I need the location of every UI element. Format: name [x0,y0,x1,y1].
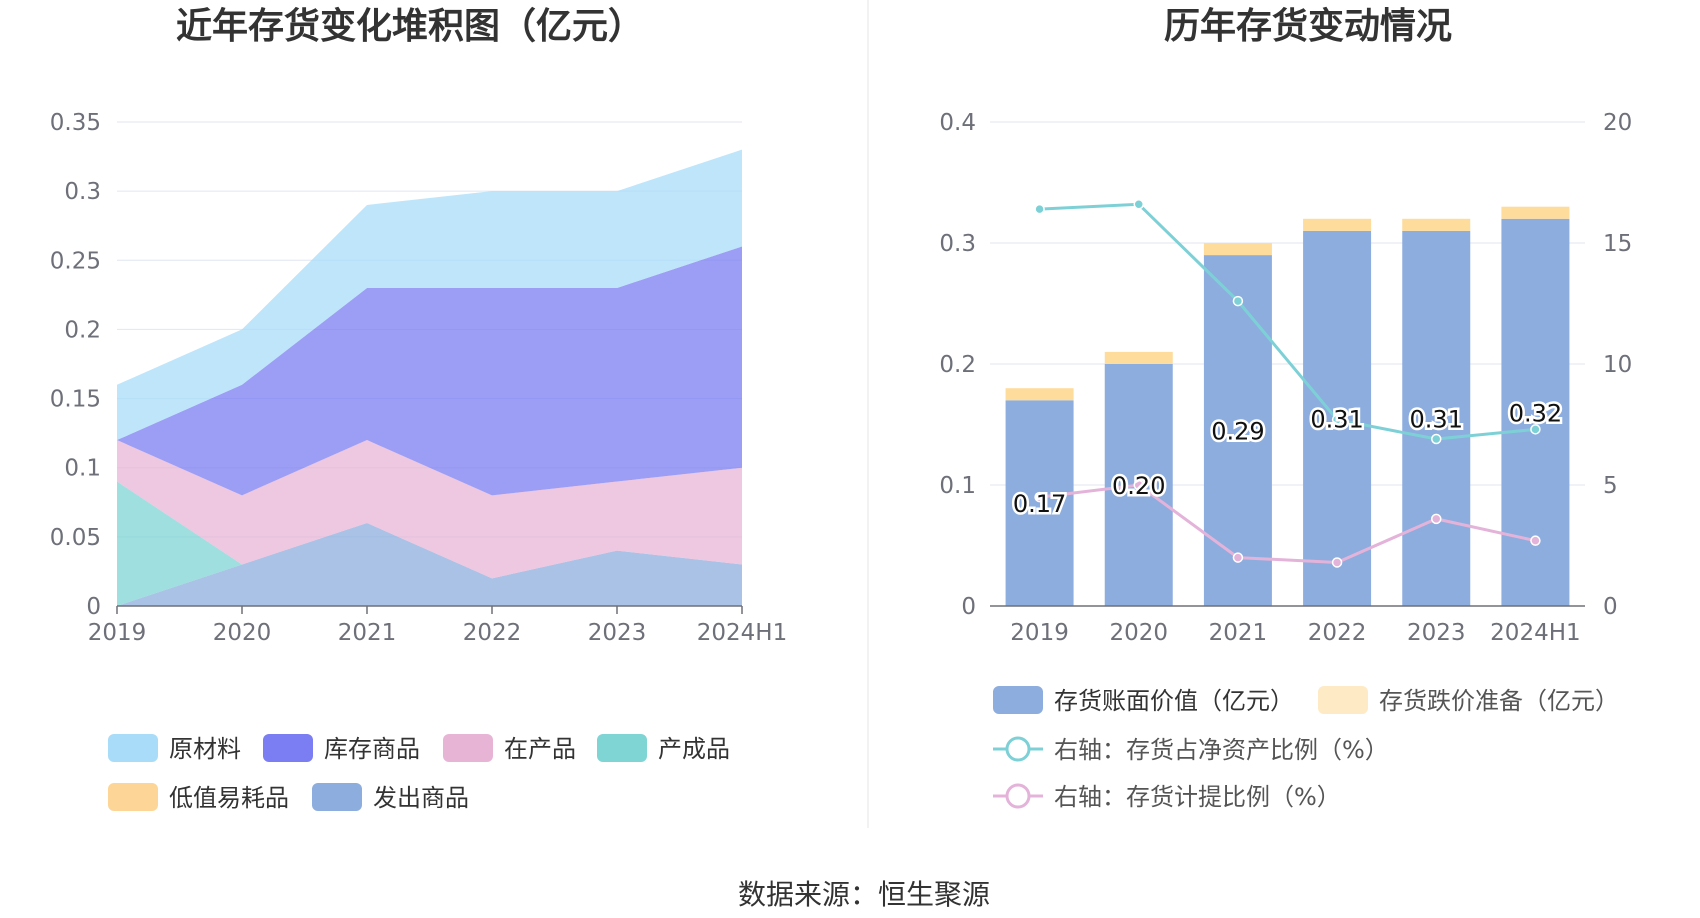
bar-book-value [1402,230,1471,606]
right-x-tick-label: 2021 [1209,620,1268,646]
left-y-tick-label: 0.2 [64,317,101,343]
point-provision-ratio [1331,557,1343,568]
legend-label-库存商品: 库存商品 [324,735,420,763]
point-net-asset-ratio [1232,295,1244,307]
point-net-asset-ratio [1034,203,1045,215]
legend-swatch-原材料 [108,734,158,762]
left-chart-title: 近年存货变化堆积图（亿元） [176,5,644,47]
right-legend: 存货账面价值（亿元） 存货跌价准备（亿元） 右轴：存货占净资产比例（%） 右轴：存货计… [993,686,1619,811]
left-area-series [117,149,742,606]
right-y-tick-label: 0.4 [939,110,976,136]
bar-impairment [1501,206,1570,219]
right-bar-series [1005,206,1570,607]
left-y-tick-label: 0.35 [50,110,101,136]
bar-impairment [1005,388,1074,401]
line-provision-ratio [1039,483,1536,564]
left-x-tick-label: 2023 [588,620,647,646]
legend-label-book-value: 存货账面价值（亿元） [1054,687,1294,715]
point-provision-ratio [1431,513,1442,525]
legend-label-发出商品: 发出商品 [373,784,469,812]
legend-label-provision-ratio: 右轴：存货计提比例（%） [1054,783,1341,811]
right-y2-tick-label: 20 [1603,110,1632,136]
point-net-asset-ratio [1331,414,1343,425]
right-axes: 0 0.1 0.2 0.3 0.4 0 5 10 15 20 2019 2020 2021 2022 202… [939,110,1632,646]
point-net-asset-ratio [1431,433,1442,445]
right-gridlines [990,121,1585,486]
data-source: 数据来源：恒生聚源 [738,878,990,911]
right-y-tick-label: 0.3 [939,231,976,257]
right-x-tick-label: 2019 [1010,620,1069,646]
point-net-asset-ratio [1133,199,1144,210]
bar-line-chart: 历年存货变动情况 0.170.200.29 0.31 0.31 0.32 00.10.… [939,5,1632,811]
right-line-series [1034,199,1541,568]
area-在产品 [117,440,742,579]
right-x-tick-label: 2020 [1109,620,1168,646]
bar-value-label: 0.32 [1509,399,1562,427]
left-y-tick-label: 0.15 [50,387,101,413]
bar-value-label: 0.17 [1013,490,1066,518]
bar-value-label: 0.31 [1410,405,1463,433]
legend-swatch-产成品 [597,734,647,762]
legend-label-原材料: 原材料 [169,735,241,763]
point-provision-ratio [1034,491,1045,503]
legend-label-net-asset-ratio: 右轴：存货占净资产比例（%） [1054,736,1389,764]
stacked-area-chart: 近年存货变化堆积图（亿元） 0 0.05 0.1 0.15 0.2 0.25 0.3 0.35… [50,5,787,812]
legend-swatch-book-value [993,686,1043,714]
point-provision-ratio [1133,479,1144,491]
legend-label-impairment: 存货跌价准备（亿元） [1379,687,1619,715]
right-y2-tick-label: 5 [1603,473,1618,499]
right-chart-title: 历年存货变动情况 [1164,5,1452,47]
area-原材料 [117,149,742,441]
left-y-tick-label: 0.25 [50,248,101,274]
right-y2-tick-label: 0 [1603,594,1618,620]
right-y-tick-label: 0.2 [939,352,976,378]
bar-impairment [1402,218,1471,231]
legend-swatch-低值易耗品 [108,783,158,811]
legend-marker [1005,736,1031,762]
bar-impairment [1104,351,1173,364]
area-库存商品 [117,246,742,496]
point-provision-ratio [1530,535,1541,546]
legend-label-在产品: 在产品 [504,735,576,763]
right-y-tick-label: 0.1 [939,473,976,499]
left-y-tick-label: 0 [86,594,101,620]
left-y-tick-label: 0.05 [50,525,101,551]
line-net-asset-ratio [1039,202,1536,441]
right-x-tick-label: 2022 [1308,620,1367,646]
legend-label-低值易耗品: 低值易耗品 [169,784,289,812]
bar-value-label: 0.31 [1310,405,1363,433]
right-y-tick-label: 0 [961,594,976,620]
point-net-asset-ratio [1530,424,1541,435]
area-发出商品 [117,523,742,606]
left-x-tick-label: 2022 [463,620,522,646]
left-x-tick-label: 2019 [88,620,147,646]
bar-impairment [1203,243,1272,256]
legend-swatch-发出商品 [312,783,362,811]
bar-book-value [1203,255,1272,606]
legend-swatch-库存商品 [263,734,313,762]
bar-value-label: 0.20 [1112,472,1165,500]
legend-swatch-在产品 [443,734,493,762]
left-x-tick-label: 2021 [338,620,397,646]
right-y2-tick-label: 10 [1603,352,1632,378]
right-bar-labels: 0.17 0.20 0.29 0.31 0.31 0.32 [1010,397,1564,521]
legend-swatch-impairment [1318,686,1368,714]
left-y-tick-label: 0.3 [64,179,101,205]
bar-book-value [1005,400,1074,606]
right-x-tick-label: 2024H1 [1490,620,1580,646]
right-x-tick-label: 2023 [1407,620,1466,646]
left-axes: 0 0.05 0.1 0.15 0.2 0.25 0.3 0.35 2019 2020 2021 20… [50,110,787,646]
point-provision-ratio [1232,552,1244,563]
bar-value-label: 0.29 [1211,418,1264,446]
legend-marker [1005,783,1031,809]
right-y2-tick-label: 15 [1603,231,1632,257]
left-y-tick-label: 0.1 [64,456,101,482]
left-x-tick-label: 2020 [213,620,272,646]
bar-impairment [1303,218,1372,231]
legend-label-产成品: 产成品 [658,735,730,763]
left-x-tick-label: 2024H1 [697,620,787,646]
